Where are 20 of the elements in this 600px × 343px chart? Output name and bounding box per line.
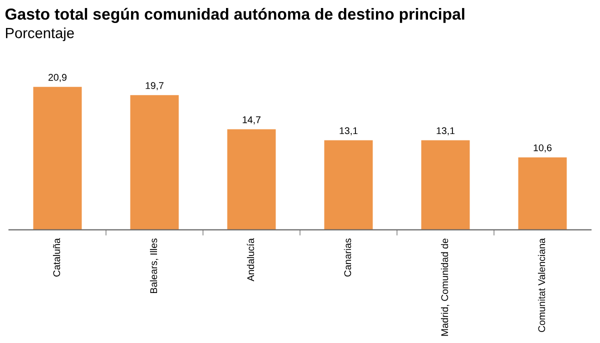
data-label: 19,7 [146, 82, 164, 90]
chart-subtitle: Porcentaje [6, 28, 74, 42]
bar [227, 129, 276, 230]
chart-title: Gasto total según comunidad autónoma de destino principal [5, 8, 464, 23]
data-label: 20,9 [48, 74, 66, 82]
bar [518, 157, 567, 230]
x-tick-label: Cataluña [52, 238, 60, 277]
bar [130, 95, 179, 230]
x-tick-label: Andalucía [246, 238, 254, 282]
data-label: 10,6 [534, 144, 552, 152]
bar [33, 86, 82, 230]
data-label: 13,1 [340, 127, 358, 136]
bar [421, 140, 470, 230]
bar [324, 140, 373, 230]
x-tick-label: Madrid, Comunidad de [440, 238, 450, 336]
x-tick-label: Balears, Illes [150, 238, 158, 293]
x-tick-label: Comunitat Valenciana [538, 238, 546, 332]
data-label: 13,1 [436, 127, 454, 136]
data-label: 14,7 [242, 116, 260, 124]
x-tick-label: Canarias [344, 238, 352, 277]
